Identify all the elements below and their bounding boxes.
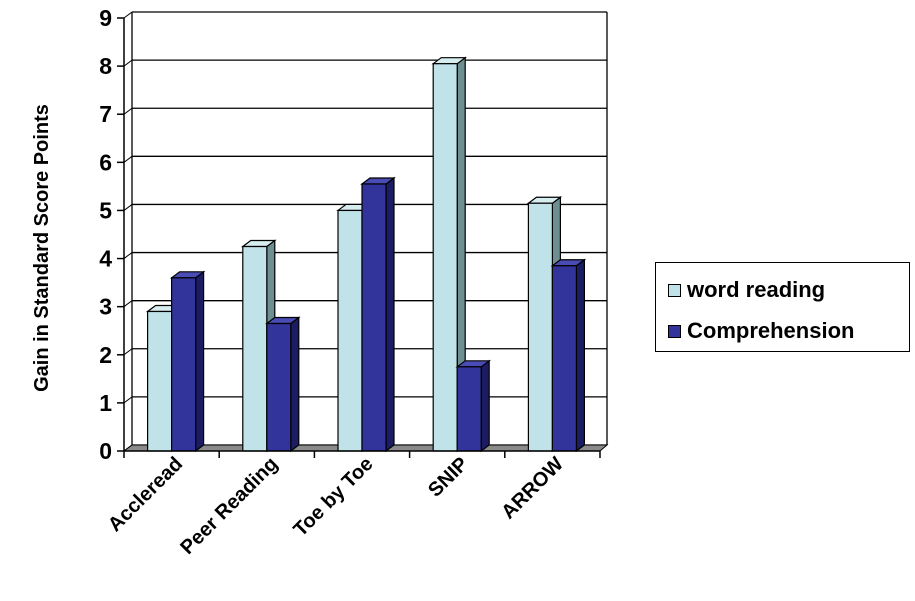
bar-comprehension-0 [169, 270, 206, 453]
legend-swatch-comprehension [668, 324, 681, 338]
gridline-side [123, 107, 133, 115]
y-tick-label: 1 [99, 390, 112, 416]
x-tick-label: SNIP [424, 453, 473, 502]
legend-item-comprehension: Comprehension [668, 318, 854, 344]
y-tick-label: 8 [99, 53, 112, 79]
y-tick-label: 3 [99, 294, 112, 320]
bar-comprehension-3 [455, 359, 492, 453]
x-tick-label: Accleread [104, 453, 187, 536]
bars [145, 56, 587, 453]
y-tick-label: 2 [99, 342, 112, 368]
gridline-side [123, 204, 133, 211]
gridline-side [123, 300, 133, 308]
x-tick-label: Toe by Toe [289, 453, 377, 541]
y-tick-label: 4 [99, 246, 112, 272]
bar-comprehension-1 [264, 316, 301, 453]
y-tick-label: 7 [99, 101, 112, 127]
legend-label-comprehension: Comprehension [687, 318, 855, 343]
y-axis-label: Gain in Standard Score Points [31, 104, 53, 392]
y-tick-label: 0 [99, 438, 112, 464]
legend-label-word-reading: word reading [687, 277, 826, 302]
gridline-side [123, 59, 133, 67]
bar-comprehension-4 [550, 258, 587, 453]
legend: word reading Comprehension [655, 262, 910, 352]
gridline-side [123, 155, 133, 163]
x-tick-label: ARROW [497, 453, 568, 524]
x-tick-label: Peer Reading [176, 453, 282, 559]
bar-comprehension-2 [360, 176, 396, 453]
legend-item-word-reading: word reading [668, 277, 825, 303]
gridline-side [123, 348, 133, 356]
bar-word-reading-3 [431, 56, 468, 453]
gridline-side [123, 252, 133, 259]
y-tick-label: 6 [99, 149, 112, 175]
y-tick-label: 5 [99, 197, 112, 223]
gridline-side [123, 11, 133, 19]
gridline-side [123, 396, 133, 404]
y-tick-label: 9 [99, 5, 112, 31]
legend-swatch-word-reading [668, 283, 681, 297]
